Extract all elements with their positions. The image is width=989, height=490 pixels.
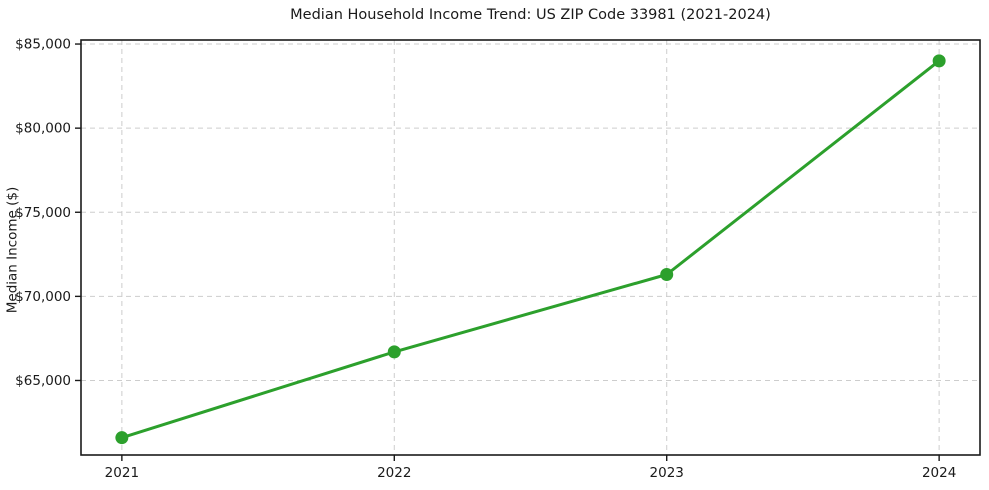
x-tick-label: 2021 (105, 465, 139, 481)
x-tick-label: 2023 (650, 465, 684, 481)
chart-title: Median Household Income Trend: US ZIP Co… (290, 7, 771, 23)
trend-line (120, 59, 941, 440)
plot-border (80, 39, 981, 456)
y-tick-label: $65,000 (15, 373, 71, 389)
data-point (115, 431, 129, 445)
data-point (387, 345, 401, 359)
y-tick-label: $80,000 (15, 121, 71, 137)
data-point (660, 267, 674, 281)
y-tick-label: $85,000 (15, 37, 71, 53)
x-tick-label: 2022 (377, 465, 411, 481)
data-point (932, 54, 946, 68)
x-tick-label: 2024 (922, 465, 956, 481)
y-tick-label: $75,000 (15, 205, 71, 221)
y-tick-label: $70,000 (15, 289, 71, 305)
